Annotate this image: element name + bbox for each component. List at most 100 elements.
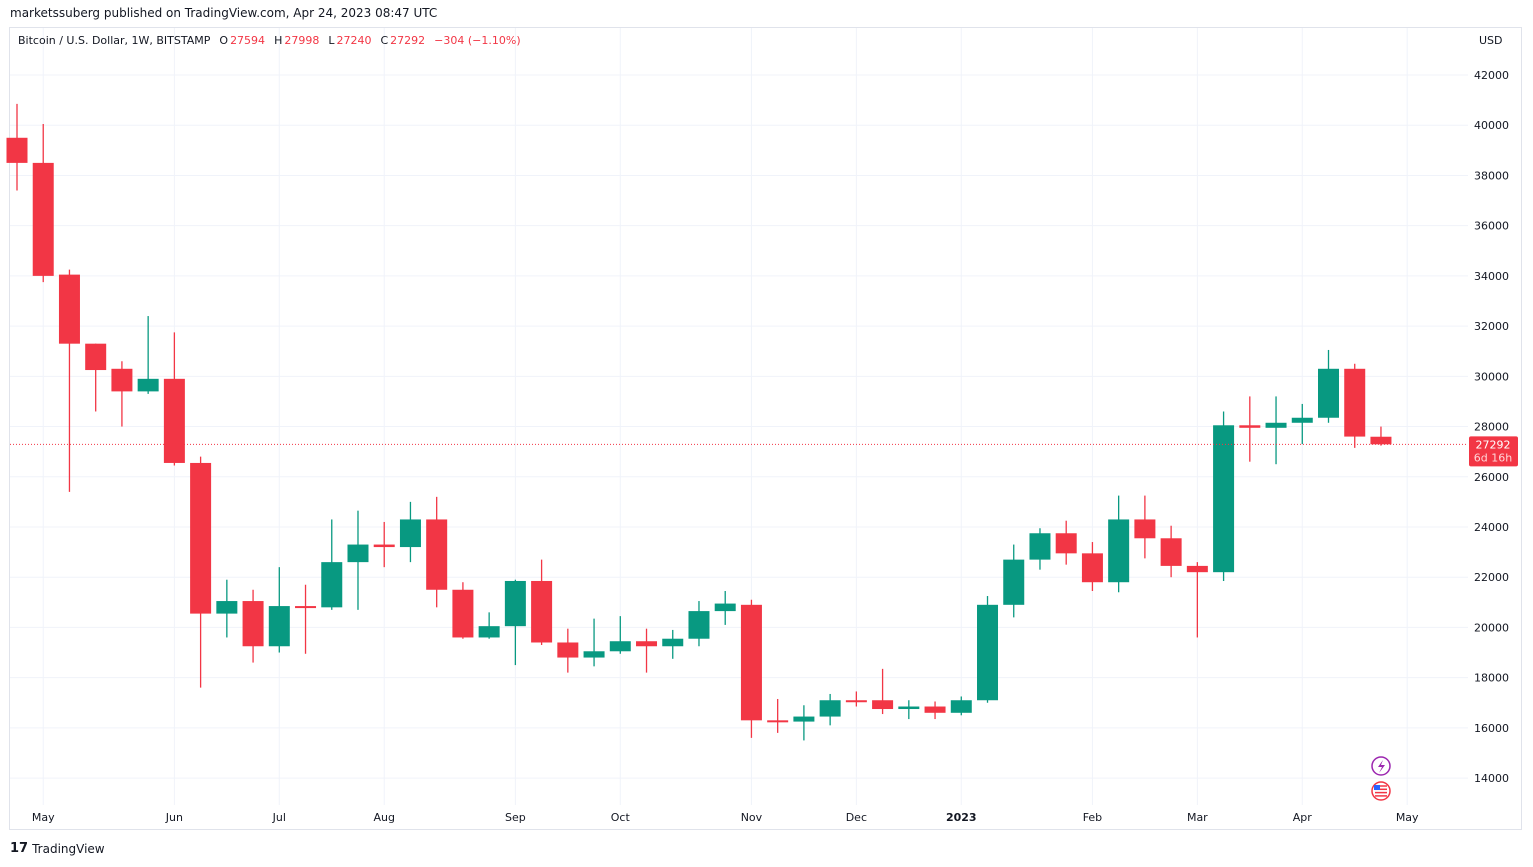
price-tick-label: 42000 <box>1474 69 1509 82</box>
currency-label[interactable]: USD <box>1479 34 1503 47</box>
candle-body <box>268 606 290 647</box>
candle-body <box>1029 533 1051 560</box>
candle-body <box>898 706 920 710</box>
candle-body <box>58 274 80 344</box>
high-label: H <box>274 34 283 47</box>
candle-body <box>1239 425 1261 428</box>
candle-body <box>1003 559 1025 605</box>
candle-body <box>1160 538 1182 566</box>
time-tick-label: Jul <box>272 811 286 824</box>
time-tick-label: Aug <box>373 811 394 824</box>
time-tick-label: Dec <box>846 811 867 824</box>
candle-body <box>583 651 605 658</box>
candle-body <box>557 642 579 658</box>
candle-body <box>242 601 264 647</box>
close-value: 27292 <box>390 34 426 47</box>
candle-body <box>1344 368 1366 437</box>
time-tick-label: Apr <box>1293 811 1313 824</box>
candle-body <box>767 720 789 723</box>
candle-body <box>1108 519 1130 583</box>
candle-body <box>740 604 762 721</box>
candle-body <box>373 544 395 548</box>
candle-body <box>1213 425 1235 573</box>
price-tick-label: 30000 <box>1474 370 1509 383</box>
time-tick-label: Oct <box>611 811 631 824</box>
candle-body <box>1370 436 1392 445</box>
candle-body <box>793 716 815 722</box>
candle-body <box>845 700 867 703</box>
time-tick-label: Sep <box>505 811 526 824</box>
low-value: 27240 <box>336 34 372 47</box>
candle-body <box>6 137 28 163</box>
price-tick-label: 26000 <box>1474 471 1509 484</box>
candle-body <box>347 544 369 563</box>
time-tick-label: Nov <box>741 811 763 824</box>
high-value: 27998 <box>284 34 320 47</box>
price-tick-label: 38000 <box>1474 169 1509 182</box>
candle-body <box>531 580 553 643</box>
price-tick-label: 14000 <box>1474 772 1509 785</box>
candle-body <box>216 601 238 614</box>
time-tick-label: Mar <box>1187 811 1208 824</box>
price-tick-label: 36000 <box>1474 220 1509 233</box>
symbol-legend: Bitcoin / U.S. Dollar, 1W, BITSTAMP O 275… <box>18 34 523 47</box>
us-flag-event-icon[interactable] <box>1371 781 1391 801</box>
low-label: L <box>328 34 335 47</box>
tradingview-logo[interactable]: 17 TradingView <box>10 841 105 856</box>
open-value: 27594 <box>230 34 266 47</box>
candle-body <box>85 343 107 371</box>
candle-body <box>426 519 448 590</box>
candle-body <box>688 611 710 639</box>
time-tick-label: May <box>1396 811 1419 824</box>
candle-body <box>1265 422 1287 428</box>
candle-body <box>1134 519 1156 539</box>
candle-body <box>977 604 999 701</box>
candle-body <box>924 706 946 713</box>
time-tick-label: Jun <box>165 811 183 824</box>
candle-body <box>714 603 736 612</box>
candle-body <box>1186 565 1208 573</box>
time-tick-label: Feb <box>1083 811 1102 824</box>
flag-canton <box>1374 785 1380 790</box>
symbol-title: Bitcoin / U.S. Dollar, 1W, BITSTAMP <box>18 34 211 47</box>
candle-body <box>32 162 54 276</box>
time-tick-label: 2023 <box>946 811 977 824</box>
open-label: O <box>219 34 229 47</box>
price-tick-label: 20000 <box>1474 621 1509 634</box>
candle-body <box>190 462 212 614</box>
candle-body <box>295 606 317 609</box>
publisher-line: marketssuberg published on TradingView.c… <box>10 6 438 20</box>
close-label: C <box>380 34 389 47</box>
candle-body <box>478 626 500 638</box>
candle-body <box>950 700 972 713</box>
candle-body <box>399 519 421 548</box>
candle-body <box>1055 533 1077 554</box>
chart-frame <box>9 27 1522 830</box>
time-tick-label: May <box>32 811 55 824</box>
last-price-value: 27292 <box>1476 438 1511 451</box>
candle-body <box>1291 417 1313 423</box>
candle-body <box>872 700 894 710</box>
candle-body <box>1081 553 1103 583</box>
brand-name: TradingView <box>32 841 105 856</box>
candle-body <box>819 700 841 717</box>
change-value: −304 (−1.10%) <box>434 34 521 47</box>
candle-body <box>609 641 631 652</box>
price-tick-label: 28000 <box>1474 421 1509 434</box>
price-tick-label: 22000 <box>1474 571 1509 584</box>
price-tick-label: 16000 <box>1474 722 1509 735</box>
candle-body <box>1318 368 1339 418</box>
candle-body <box>636 641 658 647</box>
candle-body <box>321 562 343 608</box>
candle-body <box>662 638 684 647</box>
candle-body <box>504 580 526 627</box>
tv-logo-icon: 17 <box>10 841 29 856</box>
candle-body <box>137 378 159 392</box>
last-price-badge <box>1469 436 1518 467</box>
lightning-glyph <box>1378 760 1385 773</box>
bar-countdown: 6d 16h <box>1474 451 1512 464</box>
price-tick-label: 34000 <box>1474 270 1509 283</box>
price-tick-label: 40000 <box>1474 119 1509 132</box>
candle-body <box>163 378 185 463</box>
